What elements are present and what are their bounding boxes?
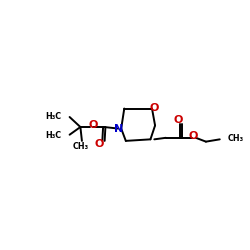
Text: H₃C: H₃C — [45, 112, 61, 121]
Text: CH₃: CH₃ — [228, 134, 244, 143]
Text: N: N — [114, 124, 124, 134]
Text: CH₃: CH₃ — [73, 142, 89, 151]
Text: O: O — [94, 139, 104, 149]
Text: O: O — [150, 103, 159, 113]
Text: O: O — [174, 115, 183, 125]
Text: O: O — [188, 131, 198, 141]
Text: O: O — [88, 120, 98, 130]
Text: H₃C: H₃C — [45, 131, 61, 140]
